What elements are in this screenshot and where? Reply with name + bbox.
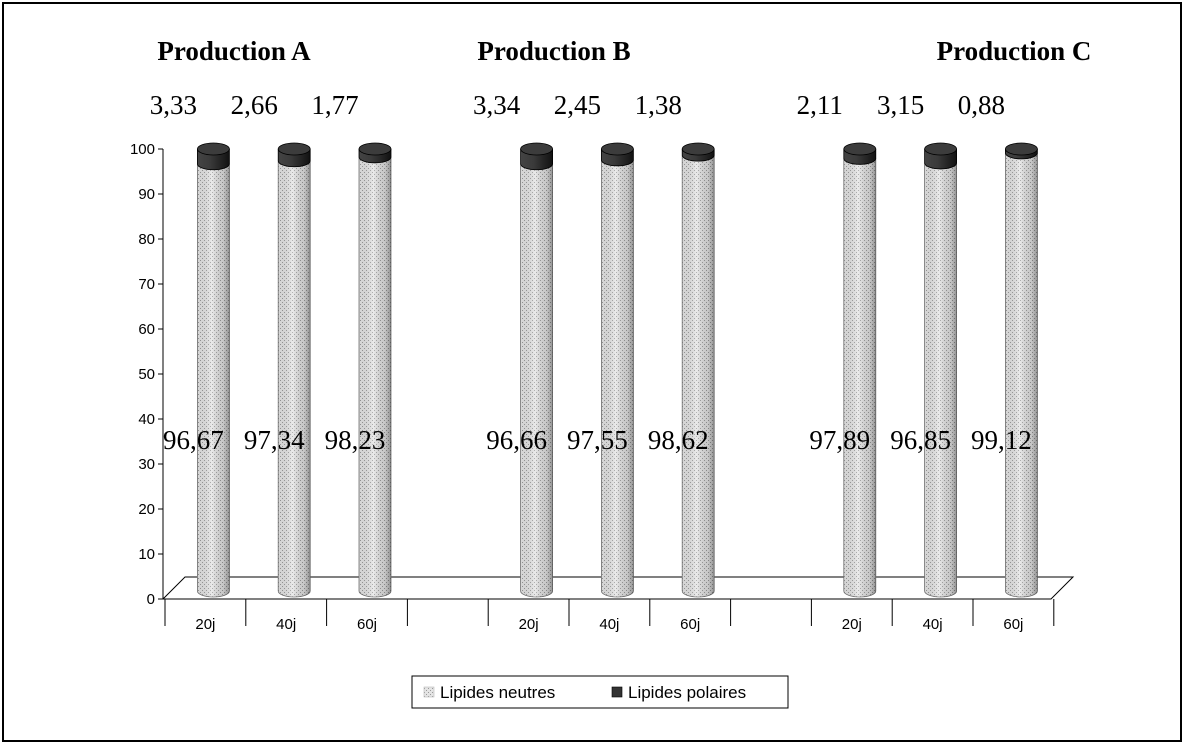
- data-label-polaires: 1,77: [311, 90, 358, 120]
- bar-top-cap: [358, 142, 392, 156]
- bar-top-cap: [520, 142, 553, 156]
- data-label-polaires: 3,15: [877, 90, 924, 120]
- data-label-neutres: 98,23: [325, 425, 386, 455]
- y-tick-label: 0: [147, 591, 155, 608]
- data-label-neutres: 96,85: [890, 425, 951, 455]
- x-category-label: 60j: [680, 616, 700, 633]
- x-category-label: 60j: [1003, 616, 1023, 633]
- y-tick-label: 20: [138, 501, 155, 518]
- chart-svg: 0 10 20 30 40 50 60 70 80 90 100 20j 40j 60j 20j 40j 60j…: [130, 36, 1092, 709]
- y-tick-label: 90: [138, 186, 155, 203]
- legend-swatch-polaires: [611, 686, 623, 698]
- data-label-neutres: 98,62: [648, 425, 709, 455]
- x-category-label: 40j: [923, 616, 943, 633]
- data-label-neutres: 97,55: [567, 425, 628, 455]
- data-label-polaires: 2,11: [797, 90, 843, 120]
- bar-top-cap: [681, 142, 715, 156]
- bar-shading: [520, 163, 553, 597]
- x-category-label: 60j: [357, 616, 377, 633]
- x-category-label: 40j: [599, 616, 619, 633]
- bar-shading: [843, 158, 876, 597]
- bar-top-cap: [843, 142, 877, 156]
- y-tick-label: 40: [138, 411, 155, 428]
- data-label-polaires: 0,88: [958, 90, 1005, 120]
- data-label-neutres: 99,12: [971, 425, 1032, 455]
- bar-shading: [682, 155, 715, 597]
- x-category-label: 20j: [195, 616, 215, 633]
- data-label-polaires: 2,45: [554, 90, 601, 120]
- group-title: Production B: [477, 36, 630, 66]
- y-tick-label: 100: [130, 141, 155, 158]
- bar-top-cap: [277, 142, 311, 156]
- bar-shading: [278, 160, 311, 597]
- legend-box: [411, 675, 789, 709]
- bar-top-cap: [601, 142, 634, 156]
- labels-layer: Production A 3,33 96,67 2,66 97,34 1,77 98,23 P…: [150, 36, 1092, 455]
- y-tick-label: 70: [138, 276, 155, 293]
- data-label-neutres: 97,34: [244, 425, 305, 455]
- bars-layer: [196, 142, 1038, 598]
- data-label-neutres: 96,67: [163, 425, 224, 455]
- y-tick-label: 10: [138, 546, 155, 563]
- bar-top-cap: [196, 142, 230, 156]
- y-tick-label: 80: [138, 231, 155, 248]
- bar-top-cap: [924, 142, 957, 156]
- data-label-neutres: 96,66: [486, 425, 547, 455]
- data-label-polaires: 3,33: [150, 90, 197, 120]
- bar-shading: [601, 159, 634, 598]
- legend: Lipides neutres Lipides polaires: [411, 675, 789, 709]
- data-label-polaires: 1,38: [635, 90, 682, 120]
- bar-shading: [197, 163, 230, 597]
- x-category-label: 40j: [276, 616, 296, 633]
- group-title: Production A: [157, 36, 311, 66]
- data-label-polaires: 3,34: [473, 90, 521, 120]
- bar-shading: [359, 156, 391, 597]
- x-category-label: 20j: [842, 616, 862, 633]
- x-category-label: 20j: [519, 616, 539, 633]
- y-tick-label: 50: [138, 366, 155, 383]
- legend-label-neutres: Lipides neutres: [440, 683, 555, 702]
- data-label-neutres: 97,89: [809, 425, 870, 455]
- bar-shading: [1005, 152, 1038, 598]
- y-tick-label: 60: [138, 321, 155, 338]
- y-tick-label: 30: [138, 456, 155, 473]
- bar-shading: [924, 162, 957, 597]
- group-title: Production C: [937, 36, 1092, 66]
- bar-top-cap: [1005, 142, 1038, 156]
- legend-swatch-neutres: [423, 686, 435, 698]
- legend-label-polaires: Lipides polaires: [628, 683, 746, 702]
- data-label-polaires: 2,66: [231, 90, 278, 120]
